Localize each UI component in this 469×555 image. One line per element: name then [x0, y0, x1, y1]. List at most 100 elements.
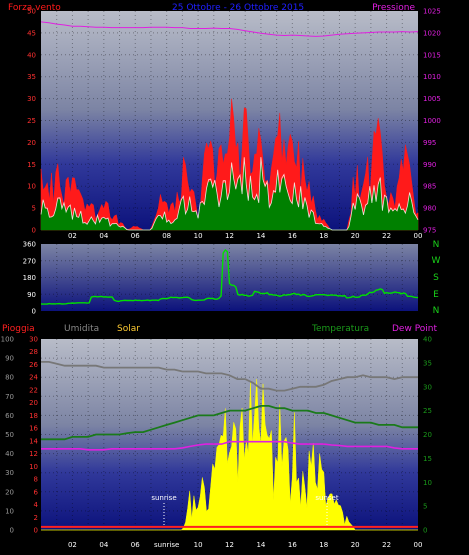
wind-xtick-label: 12: [225, 232, 234, 240]
temperature-ytick-label: 10: [423, 479, 432, 487]
solar-area: [41, 379, 418, 531]
chart-title: 25 Ottobre - 26 Ottobre 2015: [172, 3, 304, 13]
rain-ytick-label: 20: [29, 399, 38, 407]
wind-xtick-label: 08: [162, 232, 171, 240]
wind-xtick-label: 02: [68, 232, 77, 240]
rain-ytick-label: 22: [29, 386, 38, 394]
wind-xtick-label: 22: [382, 232, 391, 240]
compass-w: W: [432, 256, 441, 266]
wind-ytick-label: 20: [27, 139, 36, 147]
humidity-ytick-label: 70: [5, 393, 14, 401]
pressure-ytick-label: 985: [423, 183, 436, 191]
wind-xtick-label: 00: [414, 232, 423, 240]
solar-label: Solar: [117, 324, 140, 334]
pressure-ytick-label: 1015: [423, 51, 441, 59]
thermo-xtick-label: 00: [414, 541, 423, 549]
humidity-ytick-label: 80: [5, 374, 14, 382]
rain-ytick-label: 6: [34, 488, 39, 496]
humidity-ytick-label: 30: [5, 469, 14, 477]
temperature-ytick-label: 30: [423, 383, 432, 391]
pressure-ytick-label: 1000: [423, 117, 441, 125]
direction-ytick-label: 180: [23, 274, 36, 282]
humidity-ytick-label: 20: [5, 488, 14, 496]
wind-ytick-label: 0: [32, 227, 36, 235]
dewpoint-line: [41, 440, 418, 451]
compass-e: E: [433, 290, 439, 300]
wind-ytick-label: 30: [27, 95, 36, 103]
thermo-xtick-label: 14: [256, 541, 265, 549]
wind-xtick-label: 06: [131, 232, 140, 240]
rain-ytick-label: 4: [34, 501, 39, 509]
wind-ytick-label: 10: [27, 183, 36, 191]
rain-ytick-label: 18: [29, 412, 38, 420]
thermo-xtick-label: sunrise: [154, 541, 179, 549]
wind-xtick-label: 18: [319, 232, 328, 240]
wind-speed-area: [40, 98, 419, 231]
pressure-ytick-label: 1020: [423, 29, 441, 37]
thermo-xtick-label: 06: [131, 541, 140, 549]
pressure-ytick-label: 1010: [423, 73, 441, 81]
wind-ytick-label: 25: [27, 117, 36, 125]
pressure-ytick-label: 995: [423, 139, 436, 147]
wind-ytick-label: 5: [32, 205, 36, 213]
thermo-xtick-label: 18: [319, 541, 328, 549]
data-layer: [40, 21, 419, 531]
direction-ytick-label: 90: [27, 291, 36, 299]
thermo-xtick-label: 02: [68, 541, 77, 549]
thermo-xtick-label: 10: [194, 541, 203, 549]
pressure-ytick-label: 975: [423, 227, 436, 235]
wind-xtick-label: 04: [99, 232, 108, 240]
sunrise-annotation: sunrise: [151, 494, 176, 502]
thermo-xtick-label: 16: [288, 541, 297, 549]
temperature-ytick-label: 20: [423, 431, 432, 439]
temperature-label: Temperatura: [311, 324, 369, 334]
humidity-ytick-label: 60: [5, 412, 14, 420]
wind-xtick-label: 10: [194, 232, 203, 240]
thermo-xtick-label: 12: [225, 541, 234, 549]
compass-n-top: N: [433, 240, 440, 250]
humidity-ytick-label: 40: [5, 450, 14, 458]
temperature-ytick-label: 25: [423, 407, 432, 415]
pressure-ytick-label: 1025: [423, 8, 441, 16]
sunset-annotation: sunset: [315, 494, 338, 502]
tick-layer: 0510152025303540455097598098599099510001…: [1, 8, 441, 550]
rain-ytick-label: 26: [29, 361, 38, 369]
rain-ytick-label: 8: [34, 476, 38, 484]
thermo-xtick-label: 04: [99, 541, 108, 549]
humidity-ytick-label: 50: [5, 431, 14, 439]
wind-xtick-label: 14: [256, 232, 265, 240]
wind-xtick-label: 20: [351, 232, 360, 240]
direction-ytick-label: 0: [32, 308, 36, 316]
pressure-ytick-label: 980: [423, 205, 436, 213]
wind-direction-line: [40, 248, 419, 305]
rain-ytick-label: 0: [34, 527, 38, 535]
wind-speed-label: Forza vento: [8, 3, 61, 13]
temperature-ytick-label: 35: [423, 359, 432, 367]
dewpoint-label: Dew Point: [392, 324, 438, 334]
wind-ytick-label: 15: [27, 161, 36, 169]
thermo-xtick-label: 22: [382, 541, 391, 549]
compass-n-bottom: N: [433, 306, 440, 316]
wind-ytick-label: 40: [27, 51, 36, 59]
humidity-ytick-label: 0: [10, 527, 14, 535]
rain-label: Pioggia: [2, 324, 35, 334]
rain-ytick-label: 2: [34, 514, 38, 522]
rain-ytick-label: 28: [29, 348, 38, 356]
wind-gust-line: [40, 157, 419, 231]
temperature-ytick-label: 15: [423, 455, 432, 463]
temperature-ytick-label: 5: [423, 503, 427, 511]
pressure-ytick-label: 1005: [423, 95, 441, 103]
wind-ytick-label: 50: [27, 8, 36, 16]
humidity-line: [41, 361, 418, 392]
temperature-line: [41, 405, 418, 441]
rain-ytick-label: 14: [29, 437, 38, 445]
rain-ytick-label: 30: [29, 336, 38, 344]
humidity-ytick-label: 90: [5, 355, 14, 363]
humidity-label: Umidita: [64, 324, 99, 334]
thermo-xtick-label: 20: [351, 541, 360, 549]
rain-ytick-label: 10: [29, 463, 38, 471]
humidity-ytick-label: 100: [1, 336, 14, 344]
pressure-line: [40, 21, 419, 37]
temperature-ytick-label: 40: [423, 336, 432, 344]
temperature-ytick-label: 0: [423, 527, 427, 535]
